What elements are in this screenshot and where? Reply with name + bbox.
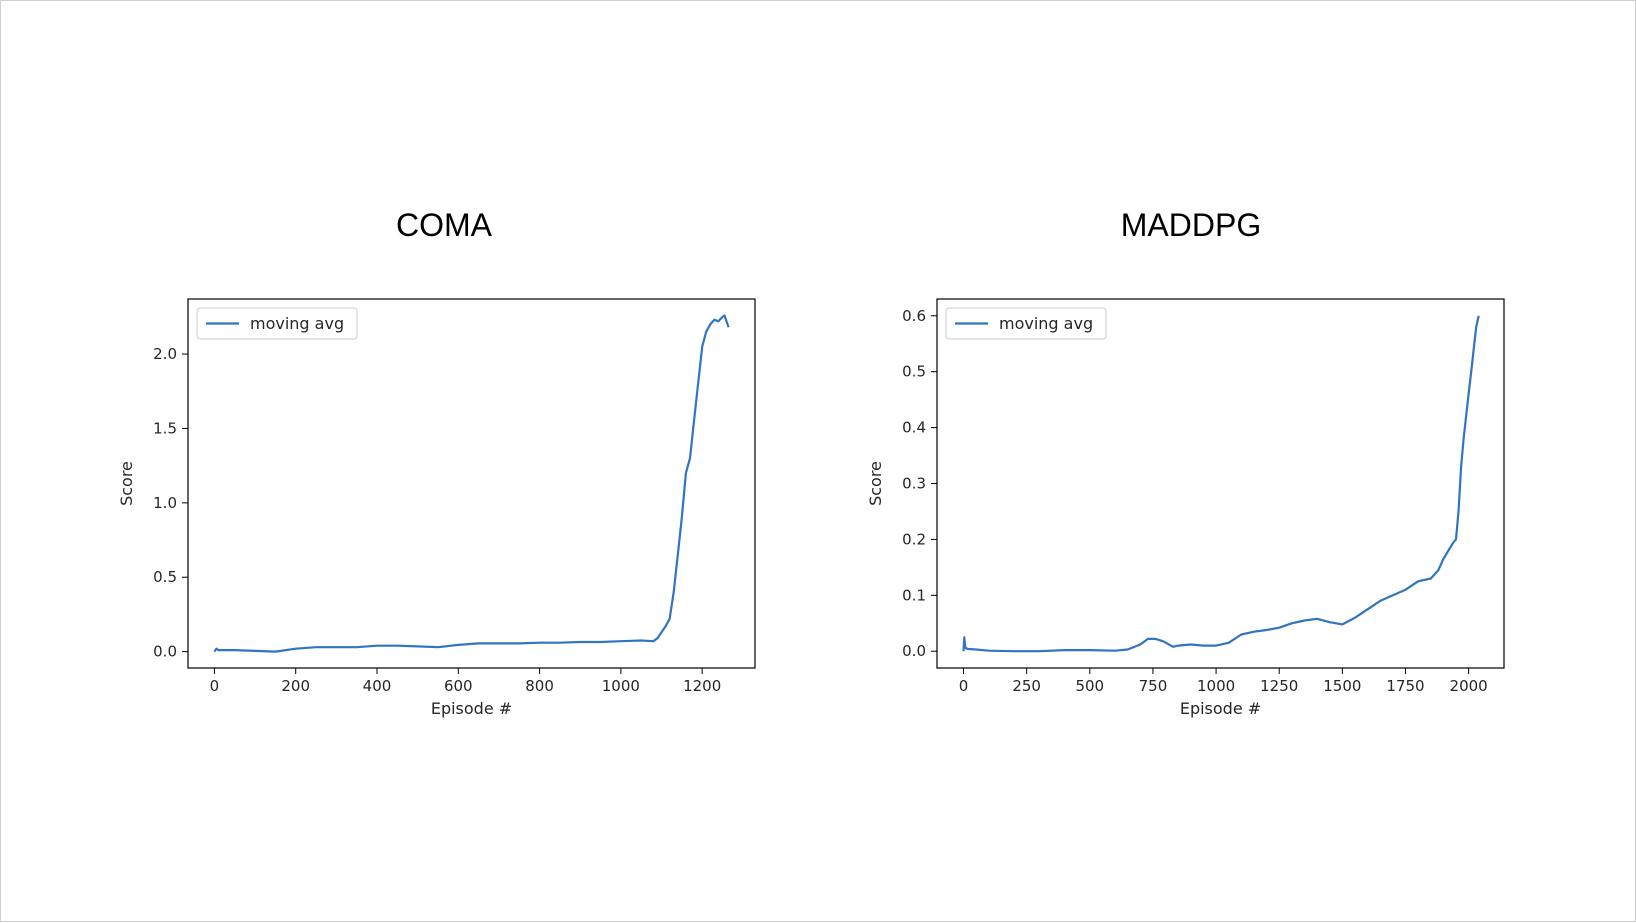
plot-frame-coma bbox=[187, 298, 756, 669]
y-tick-label-coma-2: 1.0 bbox=[153, 494, 177, 512]
x-tick-label-coma-0: 0 bbox=[210, 677, 220, 695]
x-tick-label-maddpg-0: 0 bbox=[959, 677, 969, 695]
y-tick-label-maddpg-3: 0.3 bbox=[902, 475, 926, 493]
x-tick-label-maddpg-3: 750 bbox=[1139, 677, 1168, 695]
x-tick-label-maddpg-4: 1000 bbox=[1197, 677, 1235, 695]
y-tick-label-maddpg-5: 0.5 bbox=[902, 363, 926, 381]
chart-title-coma: COMA bbox=[396, 207, 492, 243]
y-tick-label-maddpg-6: 0.6 bbox=[902, 307, 926, 325]
x-tick-label-maddpg-2: 500 bbox=[1075, 677, 1104, 695]
y-tick-label-maddpg-0: 0.0 bbox=[902, 642, 926, 660]
x-tick-label-coma-3: 600 bbox=[444, 677, 473, 695]
x-tick-label-coma-1: 200 bbox=[281, 677, 310, 695]
x-axis-label-maddpg: Episode # bbox=[1180, 699, 1261, 718]
y-axis-label-maddpg: Score bbox=[866, 461, 885, 506]
series-line-coma-0 bbox=[213, 314, 730, 653]
legend-coma bbox=[196, 307, 358, 340]
x-tick-label-maddpg-6: 1500 bbox=[1323, 677, 1361, 695]
legend-label-coma: moving avg bbox=[250, 314, 344, 333]
chart-maddpg: 0 250 500 750 1000 1250 1500 1750 2000 0.0 0.1 0.2 0… bbox=[866, 298, 1505, 718]
y-axis-label-coma: Score bbox=[117, 461, 136, 506]
x-tick-label-coma-6: 1200 bbox=[683, 677, 721, 695]
x-tick-label-maddpg-7: 1750 bbox=[1386, 677, 1424, 695]
x-tick-label-maddpg-1: 250 bbox=[1012, 677, 1041, 695]
x-tick-label-coma-5: 1000 bbox=[602, 677, 640, 695]
y-tick-label-maddpg-1: 0.1 bbox=[902, 586, 926, 604]
legend-label-maddpg: moving avg bbox=[999, 314, 1093, 333]
x-tick-label-maddpg-8: 2000 bbox=[1450, 677, 1488, 695]
y-tick-label-maddpg-4: 0.4 bbox=[902, 419, 926, 437]
x-axis-label-coma: Episode # bbox=[431, 699, 512, 718]
x-tick-label-coma-2: 400 bbox=[363, 677, 392, 695]
y-tick-label-coma-1: 0.5 bbox=[153, 568, 177, 586]
y-tick-label-maddpg-2: 0.2 bbox=[902, 530, 926, 548]
chart-title-maddpg: MADDPG bbox=[1120, 207, 1262, 243]
plot-frame-maddpg bbox=[936, 298, 1505, 669]
x-tick-label-maddpg-5: 1250 bbox=[1260, 677, 1298, 695]
y-tick-label-coma-3: 1.5 bbox=[153, 419, 177, 437]
y-tick-label-coma-0: 0.0 bbox=[153, 643, 177, 661]
x-tick-label-coma-4: 800 bbox=[525, 677, 554, 695]
y-tick-label-coma-4: 2.0 bbox=[153, 345, 177, 363]
series-line-maddpg-0 bbox=[962, 315, 1480, 653]
legend-maddpg bbox=[945, 307, 1107, 340]
chart-coma: 0 200 400 600 800 1000 1200 0.0 0.5 1.0 1.5 2.0 Epis… bbox=[117, 298, 756, 718]
